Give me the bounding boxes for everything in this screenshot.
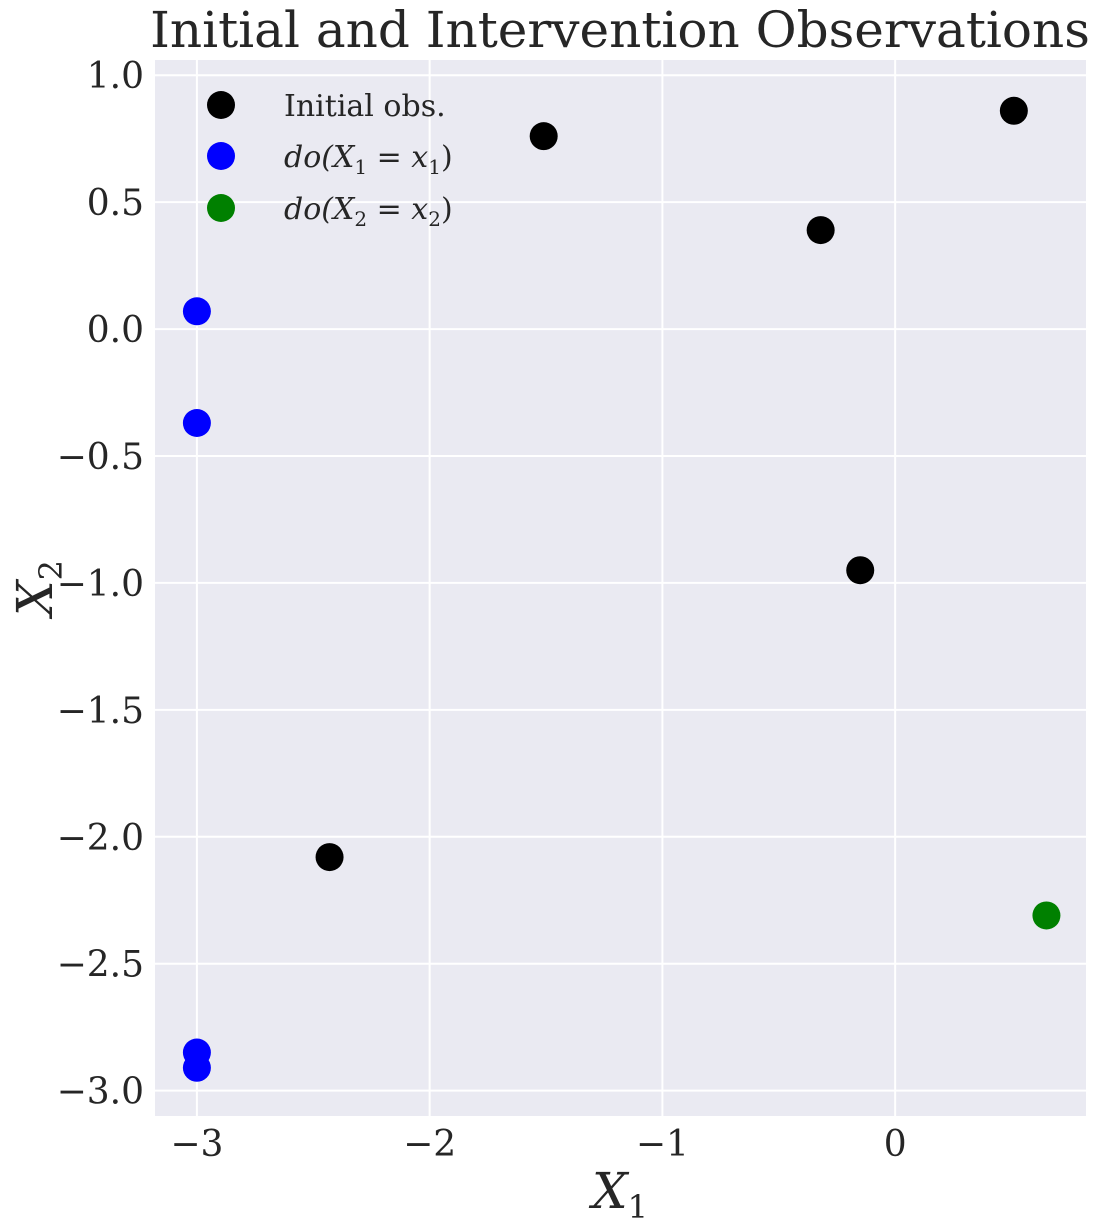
x-tick-label: −1 bbox=[636, 1124, 689, 1165]
y-tick-label: 0.0 bbox=[87, 310, 144, 351]
grid bbox=[155, 60, 1086, 1116]
data-point bbox=[182, 1053, 211, 1082]
data-point bbox=[806, 216, 835, 245]
y-tick-label: 0.5 bbox=[87, 183, 144, 224]
data-point bbox=[1032, 901, 1061, 930]
legend: Initial obs. do(X1 = x1) do(X2 = x2) bbox=[207, 89, 453, 231]
x-tick-label: −3 bbox=[170, 1124, 223, 1165]
legend-label: Initial obs. bbox=[284, 89, 446, 124]
data-point bbox=[529, 122, 558, 151]
chart-title: Initial and Intervention Observations bbox=[150, 1, 1090, 59]
y-axis-label: X2 bbox=[6, 560, 70, 620]
y-tick-labels: 1.0 0.5 0.0 −0.5 −1.0 −1.5 −2.0 −2.5 −3.0 bbox=[57, 56, 144, 1112]
legend-label: do(X2 = x2) bbox=[284, 192, 453, 231]
data-point bbox=[999, 96, 1028, 125]
legend-marker bbox=[207, 194, 235, 222]
data-points bbox=[182, 96, 1061, 1082]
data-point bbox=[846, 556, 875, 585]
x-tick-labels: −3 −2 −1 0 bbox=[170, 1124, 906, 1165]
legend-marker bbox=[207, 142, 235, 170]
y-tick-label: −2.0 bbox=[57, 818, 144, 859]
plot-background bbox=[155, 60, 1086, 1116]
y-tick-label: −1.0 bbox=[57, 564, 144, 605]
y-tick-label: −0.5 bbox=[57, 437, 144, 478]
data-point bbox=[315, 843, 344, 872]
y-tick-label: 1.0 bbox=[87, 56, 144, 97]
y-tick-label: −3.0 bbox=[57, 1072, 144, 1113]
y-tick-label: −1.5 bbox=[57, 691, 144, 732]
x-tick-label: 0 bbox=[884, 1124, 907, 1165]
data-point bbox=[182, 409, 211, 437]
y-tick-label: −2.5 bbox=[57, 945, 144, 986]
x-tick-label: −2 bbox=[403, 1124, 456, 1165]
data-point bbox=[182, 297, 211, 326]
legend-label: do(X1 = x1) bbox=[284, 140, 453, 179]
legend-marker bbox=[207, 91, 235, 119]
x-axis-label: X1 bbox=[588, 1162, 648, 1226]
